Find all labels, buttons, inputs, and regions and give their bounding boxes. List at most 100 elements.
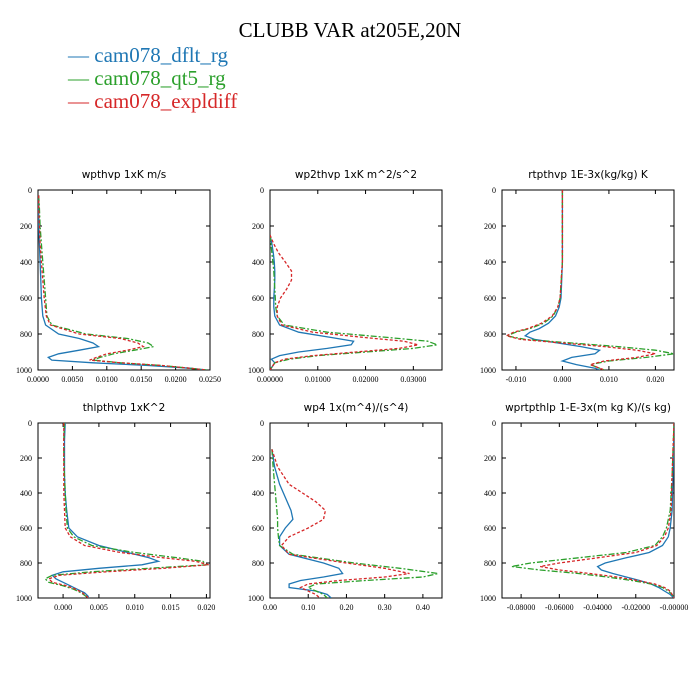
x-tick-label: 0.0100 <box>96 375 118 384</box>
y-tick-label: 600 <box>252 294 264 303</box>
y-tick-label: 800 <box>252 559 264 568</box>
legend-label-expldiff: cam078_expldiff <box>94 89 238 113</box>
y-tick-label: 200 <box>252 222 264 231</box>
y-tick-label: 0 <box>28 186 32 195</box>
plot-frame <box>501 189 675 371</box>
panel-title: wprtpthlp 1-E-3x(m kg K)/(s kg) <box>505 402 671 414</box>
plot-frame <box>37 422 211 599</box>
x-tick-label: 0.20 <box>339 603 353 612</box>
y-tick-label: 200 <box>20 222 32 231</box>
legend-line-dflt: — <box>68 43 95 67</box>
y-tick-label: 0 <box>28 419 32 428</box>
x-tick-label: -0.04000 <box>583 603 612 612</box>
panel-title: thlpthvp 1xK^2 <box>83 402 166 414</box>
x-tick-label: 0.000 <box>553 375 571 384</box>
series-line-dflt <box>523 190 602 370</box>
y-tick-label: 1000 <box>480 366 496 375</box>
x-tick-label: 0.010 <box>126 603 144 612</box>
chart-panel-4: thlpthvp 1xK^2 0 200 400 600 800 1000 0.000 0.00… <box>16 402 215 612</box>
y-tick-label: 0 <box>260 419 264 428</box>
legend-entry-qt5: — cam078_qt5_rg <box>68 67 237 90</box>
x-tick-label: -0.06000 <box>545 603 574 612</box>
y-tick-label: 0 <box>260 186 264 195</box>
series-line-expldiff <box>271 449 410 598</box>
x-tick-label: 0.40 <box>416 603 430 612</box>
x-tick-label: 0.020 <box>197 603 215 612</box>
x-tick-label: 0.02000 <box>353 375 379 384</box>
legend-label-qt5: cam078_qt5_rg <box>94 66 226 90</box>
y-tick-label: 0 <box>492 419 496 428</box>
chart-panel-2: wp2thvp 1xK m^2/s^2 0 200 400 600 800 10000.00… <box>248 169 443 384</box>
y-tick-label: 400 <box>20 489 32 498</box>
figure-title: CLUBB VAR at205E,20N <box>238 18 462 42</box>
legend-line-expldiff: — <box>68 89 95 113</box>
x-tick-label: -0.02000 <box>621 603 650 612</box>
legend-entry-dflt: — cam078_dflt_rg <box>68 44 237 67</box>
chart-panel-3: rtpthvp 1E-3x(kg/kg) K 0 200 400 600 800 1000 -… <box>480 169 675 384</box>
y-tick-label: 1000 <box>248 366 264 375</box>
y-tick-label: 400 <box>20 258 32 267</box>
x-tick-label: -0.00000 <box>660 603 689 612</box>
x-tick-label: 0.010 <box>600 375 618 384</box>
series-line-dflt <box>38 195 207 370</box>
plot-frame <box>269 422 443 599</box>
x-tick-label: 0.015 <box>162 603 180 612</box>
series-line-expldiff <box>270 234 419 370</box>
series-line-dflt <box>596 423 674 598</box>
series-line-qt5 <box>270 234 440 370</box>
series-line-qt5 <box>504 190 674 370</box>
series-line-expldiff <box>38 195 207 370</box>
y-tick-label: 200 <box>252 454 264 463</box>
y-tick-label: 200 <box>484 222 496 231</box>
legend: — cam078_dflt_rg — cam078_qt5_rg — cam07… <box>68 44 237 113</box>
x-tick-label: 0.0200 <box>165 375 187 384</box>
series-line-qt5 <box>511 423 674 598</box>
panel-title: rtpthvp 1E-3x(kg/kg) K <box>528 169 649 181</box>
y-tick-label: 1000 <box>16 594 32 603</box>
x-tick-label: 0.000 <box>54 603 72 612</box>
series-line-expldiff <box>540 423 674 598</box>
y-tick-label: 400 <box>252 489 264 498</box>
series-line-qt5 <box>44 423 208 598</box>
legend-entry-expldiff: — cam078_expldiff <box>68 90 237 113</box>
x-tick-label: 0.00000 <box>257 375 283 384</box>
y-tick-label: 1000 <box>16 366 32 375</box>
x-tick-label: 0.30 <box>378 603 392 612</box>
y-tick-label: 800 <box>484 330 496 339</box>
y-tick-label: 600 <box>484 524 496 533</box>
plot-frame <box>501 422 675 599</box>
x-tick-label: 0.01000 <box>305 375 331 384</box>
y-tick-label: 600 <box>484 294 496 303</box>
x-tick-label: 0.0150 <box>130 375 152 384</box>
panel-title: wpthvp 1xK m/s <box>82 169 167 181</box>
y-tick-label: 200 <box>20 454 32 463</box>
y-tick-label: 200 <box>484 454 496 463</box>
y-tick-label: 0 <box>492 186 496 195</box>
y-tick-label: 1000 <box>248 594 264 603</box>
series-line-dflt <box>270 234 355 370</box>
y-tick-label: 600 <box>20 524 32 533</box>
y-tick-label: 400 <box>484 489 496 498</box>
plot-frame <box>269 189 443 371</box>
series-line-dflt <box>271 449 344 598</box>
x-tick-label: -0.010 <box>506 375 527 384</box>
series-line-expldiff <box>504 190 656 370</box>
panel-title: wp2thvp 1xK m^2/s^2 <box>295 169 417 181</box>
x-tick-label: 0.10 <box>301 603 315 612</box>
x-tick-label: -0.08000 <box>507 603 536 612</box>
y-tick-label: 800 <box>20 559 32 568</box>
series-line-qt5 <box>271 449 439 598</box>
plot-frame <box>37 189 211 371</box>
x-tick-label: 0.0000 <box>27 375 49 384</box>
x-tick-label: 0.00 <box>263 603 277 612</box>
y-tick-label: 400 <box>484 258 496 267</box>
y-tick-label: 400 <box>252 258 264 267</box>
y-tick-label: 800 <box>20 330 32 339</box>
x-tick-label: 0.020 <box>646 375 664 384</box>
series-line-qt5 <box>38 195 207 370</box>
panel-title: wp4 1x(m^4)/(s^4) <box>304 402 409 414</box>
x-tick-label: 0.0250 <box>199 375 221 384</box>
